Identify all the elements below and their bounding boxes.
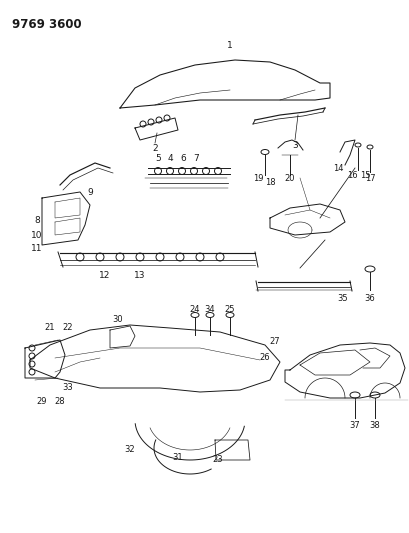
Text: 14: 14 (332, 164, 342, 173)
Text: 13: 13 (134, 271, 145, 279)
Text: 29: 29 (37, 398, 47, 407)
Text: 11: 11 (31, 244, 43, 253)
Text: 9: 9 (87, 188, 93, 197)
Text: 7: 7 (193, 154, 198, 163)
Text: 15: 15 (359, 171, 369, 180)
Text: 10: 10 (31, 230, 43, 239)
Text: 36: 36 (364, 294, 375, 303)
Text: 21: 21 (45, 324, 55, 333)
Text: 35: 35 (337, 294, 348, 303)
Text: 37: 37 (349, 421, 360, 430)
Text: 26: 26 (259, 353, 270, 362)
Text: 30: 30 (112, 316, 123, 325)
Text: 19: 19 (252, 174, 263, 182)
Text: 38: 38 (369, 421, 380, 430)
Text: 22: 22 (63, 324, 73, 333)
Text: 32: 32 (124, 446, 135, 455)
Text: 6: 6 (180, 154, 185, 163)
Text: 18: 18 (264, 177, 274, 187)
Text: 8: 8 (34, 215, 40, 224)
Text: 23: 23 (212, 456, 223, 464)
Text: 12: 12 (99, 271, 110, 279)
Text: 25: 25 (224, 305, 235, 314)
Text: 16: 16 (346, 171, 356, 180)
Text: 31: 31 (172, 454, 183, 463)
Text: 33: 33 (63, 384, 73, 392)
Text: 2: 2 (152, 143, 157, 152)
Text: 1: 1 (227, 41, 232, 50)
Text: 28: 28 (54, 398, 65, 407)
Text: 9769 3600: 9769 3600 (12, 18, 81, 31)
Text: 27: 27 (269, 337, 280, 346)
Text: 20: 20 (284, 174, 294, 182)
Text: 4: 4 (167, 154, 172, 163)
Text: 24: 24 (189, 305, 200, 314)
Text: 17: 17 (364, 174, 374, 182)
Text: 34: 34 (204, 305, 215, 314)
Text: 3: 3 (291, 141, 297, 149)
Text: 5: 5 (155, 154, 160, 163)
